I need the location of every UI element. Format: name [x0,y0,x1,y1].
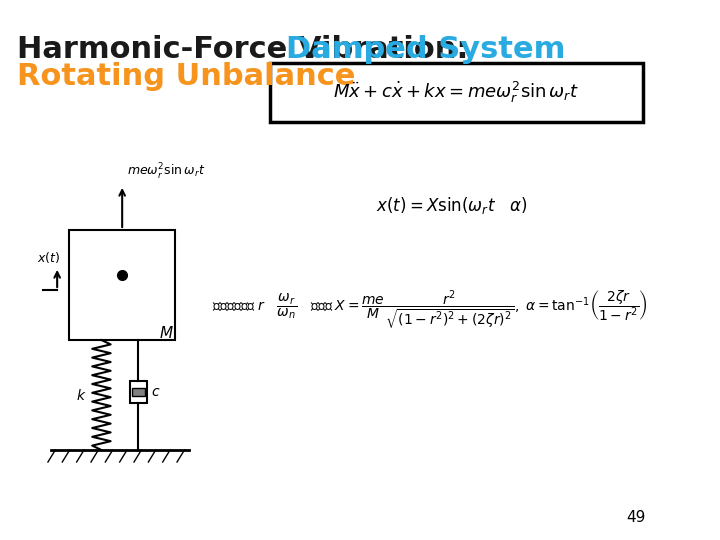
FancyBboxPatch shape [270,63,643,122]
Text: $k$: $k$ [76,388,86,402]
Text: $me\omega_r^2 \sin \omega_r t$: $me\omega_r^2 \sin \omega_r t$ [127,162,205,182]
Text: $M$: $M$ [158,325,174,341]
Bar [132,388,145,396]
Text: Damped System: Damped System [286,35,565,64]
Bar [130,381,147,403]
Text: $x(t)$: $x(t)$ [37,250,60,265]
Text: Harmonic-Force Vibration:: Harmonic-Force Vibration: [17,35,468,64]
Text: $M\ddot{x} + c\dot{x} + kx = me\omega_r^2 \sin \omega_r t$: $M\ddot{x} + c\dot{x} + kx = me\omega_r^… [333,80,580,105]
Text: $x(t) = X\sin(\omega_r t \quad \alpha)$: $x(t) = X\sin(\omega_r t \quad \alpha)$ [376,194,528,215]
Text: $c$: $c$ [151,385,161,399]
Text: 49: 49 [626,510,645,525]
Text: Rotating Unbalance: Rotating Unbalance [17,62,355,91]
Text: $\mathrm{โดยที่}\; r\quad \dfrac{\omega_r}{\omega_n}\quad\mathrm{และ}\; X = \dfr: $\mathrm{โดยที่}\; r\quad \dfrac{\omega_… [212,289,648,331]
Bar [69,230,175,340]
